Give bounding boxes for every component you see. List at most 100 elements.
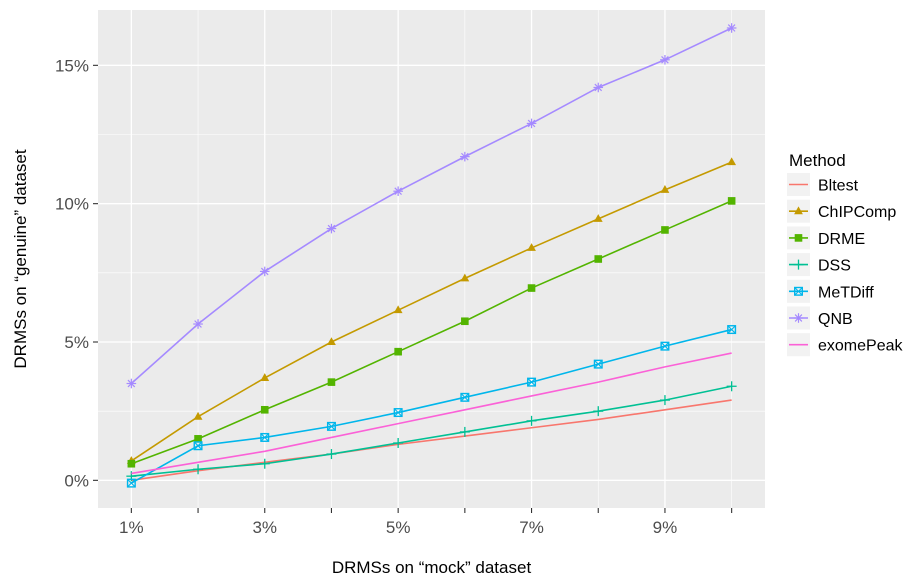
data-point: [127, 459, 136, 468]
data-point: [659, 395, 670, 406]
data-point: [326, 223, 337, 234]
legend-label: DRME: [818, 231, 865, 248]
data-point: [526, 415, 537, 426]
series-qnb: [126, 23, 737, 389]
marker-stroke: [460, 393, 470, 402]
data-point: [593, 214, 603, 222]
data-point: [527, 284, 536, 292]
legend: Method Bltest ChIPComp DRME DSS MeTDiff QNB ex…: [787, 151, 903, 357]
marker-stroke: [394, 187, 402, 196]
data-point: [593, 82, 604, 93]
data-point: [527, 243, 536, 251]
legend-key-marker: [794, 286, 804, 296]
data-point: [393, 437, 404, 448]
data-point: [193, 319, 203, 329]
data-point: [126, 378, 137, 389]
data-point: [727, 197, 736, 205]
legend-label: DSS: [818, 258, 851, 275]
marker-stroke: [193, 441, 203, 450]
marker-stroke: [527, 377, 536, 387]
data-point: [126, 478, 136, 488]
legend-item: ChIPComp: [787, 199, 896, 223]
marker-box: [126, 478, 136, 488]
marker-stroke: [393, 408, 403, 417]
series-line: [131, 385, 732, 477]
legend-label: QNB: [818, 311, 853, 328]
data-point: [594, 255, 603, 263]
series-line: [130, 161, 732, 462]
data-point: [660, 185, 670, 193]
marker-stroke: [661, 55, 669, 64]
data-point: [259, 266, 270, 277]
data-point: [660, 55, 670, 65]
data-point: [193, 411, 203, 420]
data-point: [726, 23, 737, 33]
legend-key-marker: [794, 234, 803, 242]
marker-stroke: [127, 379, 136, 388]
marker-box: [660, 341, 670, 351]
legend-key-marker: [794, 206, 803, 215]
x-tick-label: 9%: [653, 518, 678, 537]
legend-item: Bltest: [787, 173, 859, 196]
x-tick-label: 1%: [119, 518, 144, 537]
data-point: [459, 426, 470, 437]
marker-stroke: [594, 359, 603, 369]
y-tick-label: 10%: [55, 195, 89, 214]
series-line: [130, 27, 732, 385]
series-line: [131, 352, 732, 475]
data-point: [460, 392, 470, 402]
legend-items: Bltest ChIPComp DRME DSS MeTDiff QNB exomePeak: [787, 173, 903, 357]
data-point: [326, 449, 337, 460]
series-drme: [127, 197, 736, 468]
data-point: [393, 305, 403, 314]
marker-stroke: [194, 320, 202, 328]
marker-stroke: [327, 422, 336, 431]
data-point: [526, 118, 537, 129]
data-point: [460, 273, 470, 282]
marker-stroke: [127, 478, 136, 488]
legend-item: DRME: [787, 226, 865, 250]
marker-stroke: [327, 224, 336, 233]
data-point: [727, 325, 737, 335]
marker-box: [326, 421, 336, 431]
x-tick-label: 5%: [386, 518, 411, 537]
data-point: [260, 432, 270, 442]
y-tick-label: 0%: [64, 471, 89, 490]
series-line: [130, 328, 732, 484]
data-point: [661, 226, 669, 234]
data-point: [460, 151, 470, 162]
marker-stroke: [260, 433, 269, 442]
legend-title: Method: [789, 151, 846, 170]
marker-box: [193, 441, 203, 451]
marker-box: [794, 286, 804, 296]
marker-stroke: [794, 314, 803, 322]
data-point: [726, 381, 737, 392]
y-tick-label: 15%: [55, 56, 89, 75]
x-axis-title: DRMSs on “mock” dataset: [332, 558, 532, 577]
y-axis-title: DRMSs on “genuine” dataset: [11, 149, 30, 369]
marker-stroke: [260, 267, 269, 276]
legend-item: exomePeak: [787, 333, 903, 357]
data-point: [260, 373, 270, 381]
legend-label: MeTDiff: [818, 284, 874, 301]
marker-box: [260, 432, 270, 442]
data-point: [326, 421, 336, 431]
data-point: [394, 347, 402, 356]
data-point: [527, 377, 537, 387]
legend-key-marker: [793, 259, 804, 270]
marker-box: [460, 392, 470, 402]
data-point: [461, 317, 469, 326]
major-gridlines: [98, 10, 765, 508]
marker-stroke: [461, 152, 469, 161]
legend-key-marker: [793, 313, 804, 323]
marker-box: [393, 408, 403, 418]
marker-stroke: [727, 24, 736, 32]
data-point: [259, 458, 270, 469]
marker-box: [593, 359, 603, 369]
series-layer: [126, 23, 737, 488]
x-tick-label: 7%: [519, 518, 544, 537]
legend-item: QNB: [787, 306, 853, 330]
data-point: [260, 405, 269, 414]
data-point: [327, 337, 336, 345]
